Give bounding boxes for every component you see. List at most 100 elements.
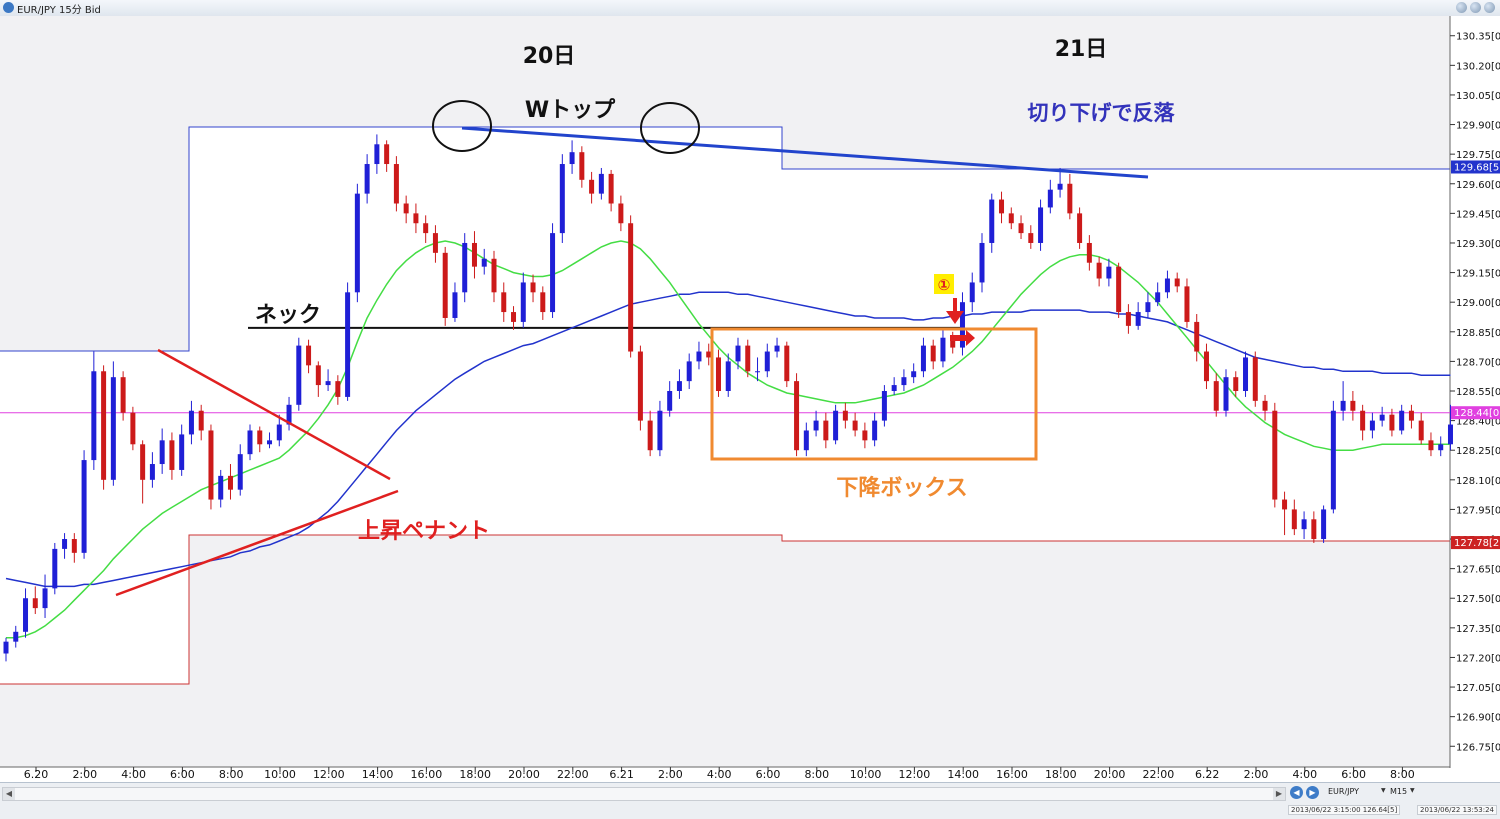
candle-body <box>52 548 58 589</box>
candle-body <box>130 412 136 445</box>
time-tick-label: 10:00 <box>264 768 296 781</box>
candle-body <box>471 242 477 267</box>
marker-1-badge <box>934 274 954 294</box>
time-tick-label: 2:00 <box>72 768 97 781</box>
candle-body <box>208 430 214 500</box>
candle-body <box>823 420 829 441</box>
candle-body <box>911 371 917 378</box>
sma-blue-line <box>5 291 1451 588</box>
candle-body <box>1243 357 1249 391</box>
candle-body <box>530 282 536 293</box>
price-tick-label: 126.75[0 <box>1456 742 1500 753</box>
price-tick-label: 129.90[0 <box>1456 121 1500 132</box>
candle-body <box>218 475 224 500</box>
candle-body <box>501 292 507 313</box>
candle-body <box>188 410 194 435</box>
descending-box <box>710 327 1038 461</box>
candle-body <box>345 292 351 397</box>
candle-body <box>1447 424 1453 445</box>
candle-body <box>1291 509 1297 530</box>
time-tick-label: 20:00 <box>508 768 540 781</box>
candle-body <box>335 381 341 397</box>
scroll-left-icon[interactable]: ◀ <box>3 788 15 800</box>
lower-high-trendline <box>461 126 1149 179</box>
minimize-icon[interactable] <box>1456 2 1467 13</box>
symbol-select[interactable]: EUR/JPY <box>1328 787 1360 796</box>
candle-body <box>628 223 634 352</box>
candle-body <box>637 351 643 421</box>
candle-body <box>881 391 887 421</box>
candle-body <box>745 345 751 372</box>
pennant-label: 上昇ペナント <box>358 519 490 544</box>
day-label-21: 21日 <box>1055 37 1108 62</box>
price-tick-label: 127.05[0 <box>1456 683 1500 694</box>
close-icon[interactable] <box>1484 2 1495 13</box>
candle-body <box>1164 278 1170 293</box>
candle-body <box>276 424 282 441</box>
candle-body <box>1418 420 1424 441</box>
time-tick-label: 8:00 <box>1390 768 1415 781</box>
price-tick-label: 129.75[0 <box>1456 150 1500 161</box>
candle-body <box>989 199 995 243</box>
candle-body <box>1184 286 1190 322</box>
candle-body <box>1330 410 1336 510</box>
candle-body <box>179 434 185 470</box>
candle-body <box>1252 357 1258 401</box>
candle-body <box>315 365 321 386</box>
candle-body <box>940 337 946 362</box>
candle-body <box>101 371 107 480</box>
time-tick-label: 2:00 <box>1244 768 1269 781</box>
timeframe-select[interactable]: M15 <box>1390 787 1408 796</box>
candle-body <box>374 144 380 165</box>
maximize-icon[interactable] <box>1470 2 1481 13</box>
candle-body <box>257 430 263 445</box>
time-tick-label: 6.22 <box>1195 768 1220 781</box>
horizontal-scrollbar[interactable]: ◀ ▶ <box>2 787 1286 801</box>
app-icon <box>3 2 14 13</box>
candle-body <box>969 282 975 303</box>
candle-body <box>62 539 68 549</box>
candle-body <box>979 242 985 283</box>
symbol-dropdown-icon[interactable]: ▼ <box>1381 787 1386 794</box>
candle-body <box>120 377 126 413</box>
candle-body <box>1125 312 1131 326</box>
nav-forward-icon[interactable]: ▶ <box>1306 786 1319 799</box>
candle-body <box>13 631 19 642</box>
candle-body <box>1018 223 1024 234</box>
candle-body <box>237 454 243 490</box>
candle-body <box>667 391 673 411</box>
candle-body <box>393 164 399 204</box>
price-tick-label: 128.25[0 <box>1456 446 1500 457</box>
price-tick-label: 129.00[0 <box>1456 298 1500 309</box>
right-arrow-icon <box>950 330 975 346</box>
candle-body <box>149 464 155 480</box>
time-tick-label: 8:00 <box>219 768 244 781</box>
down-arrow-icon <box>946 298 964 324</box>
range-low-line <box>0 534 1450 685</box>
time-tick-label: 14:00 <box>947 768 979 781</box>
candle-body <box>354 193 360 293</box>
current-price-tag <box>1451 406 1500 420</box>
box-label: 下降ボックス <box>836 476 967 501</box>
candle-body <box>1077 213 1083 243</box>
nav-back-icon[interactable]: ◀ <box>1290 786 1303 799</box>
scroll-right-icon[interactable]: ▶ <box>1273 788 1285 800</box>
candle-body <box>1047 189 1053 208</box>
range-band-upper <box>0 16 1450 351</box>
time-tick-label: 12:00 <box>899 768 931 781</box>
price-tick-label: 130.05[0 <box>1456 91 1500 102</box>
timeframe-dropdown-icon[interactable]: ▼ <box>1410 787 1415 794</box>
candle-body <box>140 444 146 480</box>
candle-body <box>413 213 419 224</box>
candle-body <box>481 258 487 267</box>
time-ticks: 6.20 2:00 4:00 6:00 8:00 10:00 12:00 14:00 16:00… <box>24 767 1415 781</box>
candle-body <box>23 598 29 632</box>
time-tick-label: 14:00 <box>362 768 394 781</box>
candle-body <box>1145 302 1151 313</box>
price-tick-label: 127.50[0 <box>1456 594 1500 605</box>
time-tick-label: 6.21 <box>609 768 634 781</box>
upper-price-tag-label: 129.68[5 <box>1454 162 1499 173</box>
candle-body <box>520 282 526 322</box>
candle-body <box>813 420 819 431</box>
candle-body <box>306 345 312 366</box>
